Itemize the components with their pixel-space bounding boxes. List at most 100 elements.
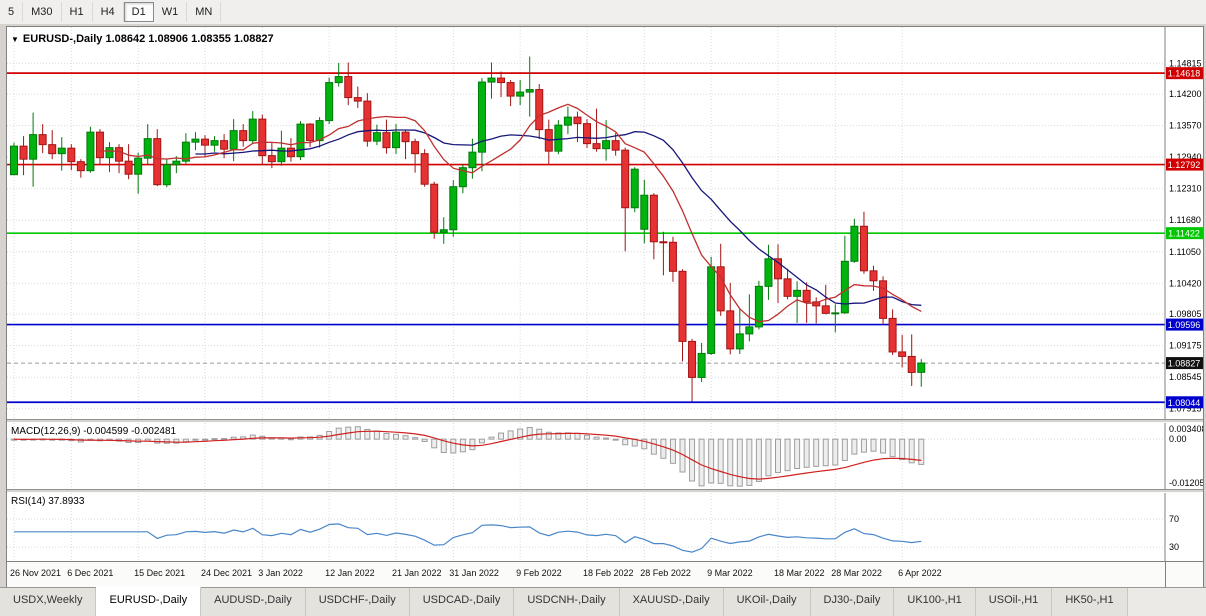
chart-tab-ukoil-daily[interactable]: UKOil-,Daily xyxy=(723,588,811,616)
macd-histogram-bar xyxy=(354,426,361,440)
candle-body xyxy=(143,138,152,159)
candle-body xyxy=(640,194,649,230)
macd-histogram-bar xyxy=(202,438,208,441)
macd-histogram-bar xyxy=(784,438,791,472)
macd-histogram-bar xyxy=(192,438,199,441)
chart-tab-audusd-daily[interactable]: AUDUSD-,Daily xyxy=(201,588,306,616)
chart-tab-usdcnh-daily[interactable]: USDCNH-,Daily xyxy=(514,588,620,616)
candle-body xyxy=(821,305,830,314)
chart-collapse-icon[interactable]: ▼ xyxy=(11,35,19,44)
candle-body xyxy=(325,82,334,122)
macd-histogram-bar xyxy=(775,438,781,473)
rsi-axis-label: 70 xyxy=(1169,514,1179,524)
macd-histogram-bar xyxy=(650,438,657,455)
timeframe-button-5[interactable]: 5 xyxy=(0,2,24,22)
candle-body xyxy=(592,143,601,150)
candle-body xyxy=(678,270,687,342)
candle-body xyxy=(869,270,878,282)
date-label: 3 Jan 2022 xyxy=(258,568,303,578)
chart-tab-hk50-h1[interactable]: HK50-,H1 xyxy=(1052,588,1128,616)
rsi-chart[interactable]: 70 30 xyxy=(7,493,1203,561)
macd-axis-label: 0.00 xyxy=(1169,434,1187,444)
chart-tab-uk100-h1[interactable]: UK100-,H1 xyxy=(894,588,976,616)
candle-body xyxy=(583,123,591,145)
candle-body xyxy=(716,266,725,312)
candle-body xyxy=(315,120,324,142)
chart-tab-usdcad-daily[interactable]: USDCAD-,Daily xyxy=(409,588,515,616)
candle-body xyxy=(401,131,410,143)
timeframe-button-h4[interactable]: H4 xyxy=(93,2,124,22)
panel-splitter[interactable] xyxy=(7,489,1203,493)
timeframe-button-mn[interactable]: MN xyxy=(187,2,222,22)
svg-text:1.08044: 1.08044 xyxy=(1168,398,1201,408)
timeframe-toolbar: 5 M30 H1 H4 D1 W1 MN xyxy=(0,0,1206,25)
candle-body xyxy=(506,82,515,97)
date-label: 6 Dec 2021 xyxy=(67,568,114,578)
macd-histogram-bar xyxy=(211,438,218,441)
candle-body xyxy=(430,183,439,233)
macd-histogram-bar xyxy=(287,438,294,441)
macd-histogram-bar xyxy=(526,426,533,440)
macd-histogram-bar xyxy=(421,438,428,442)
candle-body xyxy=(439,229,448,233)
price-tag: 1.08044 xyxy=(1166,396,1203,409)
macd-histogram-bar xyxy=(402,435,409,440)
chart-tab-dj30-daily[interactable]: DJ30-,Daily xyxy=(810,588,895,616)
svg-text:1.09596: 1.09596 xyxy=(1168,320,1201,330)
macd-histogram-bar xyxy=(593,436,600,440)
date-label: 24 Dec 2021 xyxy=(201,568,253,578)
macd-histogram-bar xyxy=(698,438,705,487)
macd-histogram-bar xyxy=(841,438,848,461)
price-axis-label: 1.07915 xyxy=(1169,404,1202,414)
macd-histogram-bar xyxy=(794,438,801,470)
candle-body xyxy=(831,312,840,315)
candle-body xyxy=(812,301,821,307)
price-axis-label: 1.09175 xyxy=(1169,341,1202,351)
timeframe-button-w1[interactable]: W1 xyxy=(154,2,188,22)
candle-body xyxy=(239,130,248,142)
chart-tab-usdx-weekly[interactable]: USDX,Weekly xyxy=(0,588,97,616)
chart-tab-xauusd-daily[interactable]: XAUUSD-,Daily xyxy=(619,588,724,616)
candle-body xyxy=(105,147,114,159)
macd-histogram-bar xyxy=(908,438,915,464)
candle-body xyxy=(688,340,697,378)
candle-body xyxy=(630,168,639,209)
moving-average-line xyxy=(195,129,922,306)
candle-body xyxy=(181,141,190,162)
timeframe-button-m30[interactable]: M30 xyxy=(23,2,62,22)
chart-tabs-bar: USDX,Weekly EURUSD-,Daily AUDUSD-,Daily USD… xyxy=(0,587,1206,616)
chart-tab-usoil-h1[interactable]: USOil-,H1 xyxy=(975,588,1053,616)
chart-tab-usdchf-daily[interactable]: USDCHF-,Daily xyxy=(305,588,410,616)
candlestick-chart[interactable]: 1.14815 1.14200 1.13570 1.12940 1.12310 1.116… xyxy=(7,27,1203,419)
timeframe-button-d1[interactable]: D1 xyxy=(123,2,154,22)
macd-axis-label: 0.003408 xyxy=(1169,424,1203,434)
price-axis-label: 1.13570 xyxy=(1169,121,1202,131)
candle-body xyxy=(764,258,773,287)
timeframe-button-h1[interactable]: H1 xyxy=(62,2,93,22)
candle-body xyxy=(477,81,486,153)
candle-body xyxy=(754,285,763,328)
candle-body xyxy=(10,145,18,176)
price-tag: 1.09596 xyxy=(1166,318,1203,331)
macd-histogram-bar xyxy=(498,432,505,440)
macd-histogram-bar xyxy=(880,438,887,454)
candle-body xyxy=(879,280,888,319)
date-label: 9 Mar 2022 xyxy=(707,568,753,578)
rsi-label: RSI(14) 37.8933 xyxy=(11,496,85,507)
candle-body xyxy=(229,130,238,150)
macd-histogram-bar xyxy=(173,438,180,444)
candle-body xyxy=(277,147,286,163)
chart-ohlc-info: ▼ EURUSD-,Daily 1.08642 1.08906 1.08355 1… xyxy=(11,33,274,45)
macd-histogram-bar xyxy=(727,438,734,487)
candle-body xyxy=(258,118,267,157)
macd-histogram-bar xyxy=(249,434,256,440)
candle-body xyxy=(850,225,859,262)
chart-tab-eurusd-daily[interactable]: EURUSD-,Daily xyxy=(96,587,202,616)
panel-splitter[interactable] xyxy=(7,419,1203,423)
macd-histogram-bar xyxy=(803,438,810,468)
date-label: 21 Jan 2022 xyxy=(392,568,442,578)
candle-body xyxy=(602,140,611,150)
price-axis-label: 1.11050 xyxy=(1169,247,1201,257)
candle-body xyxy=(888,317,897,353)
